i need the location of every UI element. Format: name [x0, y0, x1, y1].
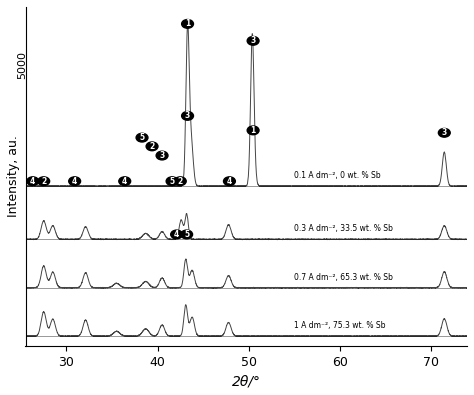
Text: 4: 4	[30, 177, 36, 186]
Ellipse shape	[182, 111, 193, 120]
Text: 5: 5	[139, 133, 145, 142]
Y-axis label: Intensity, au.: Intensity, au.	[7, 135, 20, 217]
X-axis label: 2θ/°: 2θ/°	[232, 374, 261, 388]
Ellipse shape	[27, 177, 39, 186]
Text: 4: 4	[122, 177, 128, 186]
Text: 5: 5	[170, 177, 174, 186]
Text: 1: 1	[250, 126, 256, 135]
Text: 4: 4	[174, 230, 179, 239]
Ellipse shape	[146, 142, 158, 151]
Ellipse shape	[224, 177, 236, 186]
Text: 3: 3	[159, 151, 164, 160]
Text: 0.7 A dm⁻², 65.3 wt. % Sb: 0.7 A dm⁻², 65.3 wt. % Sb	[294, 273, 393, 282]
Ellipse shape	[166, 177, 178, 186]
Ellipse shape	[247, 36, 259, 45]
Text: 5000: 5000	[18, 51, 27, 79]
Ellipse shape	[438, 128, 450, 137]
Text: 3: 3	[442, 128, 447, 137]
Text: 0.3 A dm⁻², 33.5 wt. % Sb: 0.3 A dm⁻², 33.5 wt. % Sb	[294, 224, 393, 233]
Text: 0.1 A dm⁻², 0 wt. % Sb: 0.1 A dm⁻², 0 wt. % Sb	[294, 171, 381, 180]
Ellipse shape	[171, 230, 182, 239]
Text: 3: 3	[250, 36, 256, 45]
Ellipse shape	[156, 151, 168, 160]
Text: 4: 4	[72, 177, 77, 186]
Text: 5: 5	[184, 230, 189, 239]
Ellipse shape	[182, 19, 193, 28]
Ellipse shape	[119, 177, 131, 186]
Text: 3: 3	[185, 111, 190, 120]
Ellipse shape	[136, 133, 148, 142]
Ellipse shape	[69, 177, 81, 186]
Ellipse shape	[174, 177, 186, 186]
Ellipse shape	[38, 177, 50, 186]
Text: 2: 2	[41, 177, 46, 186]
Text: 2: 2	[149, 142, 155, 151]
Text: 4: 4	[227, 177, 232, 186]
Text: 1: 1	[185, 19, 190, 28]
Ellipse shape	[181, 230, 192, 239]
Text: 2: 2	[178, 177, 183, 186]
Text: 1 A dm⁻², 75.3 wt. % Sb: 1 A dm⁻², 75.3 wt. % Sb	[294, 321, 385, 330]
Ellipse shape	[247, 126, 259, 135]
